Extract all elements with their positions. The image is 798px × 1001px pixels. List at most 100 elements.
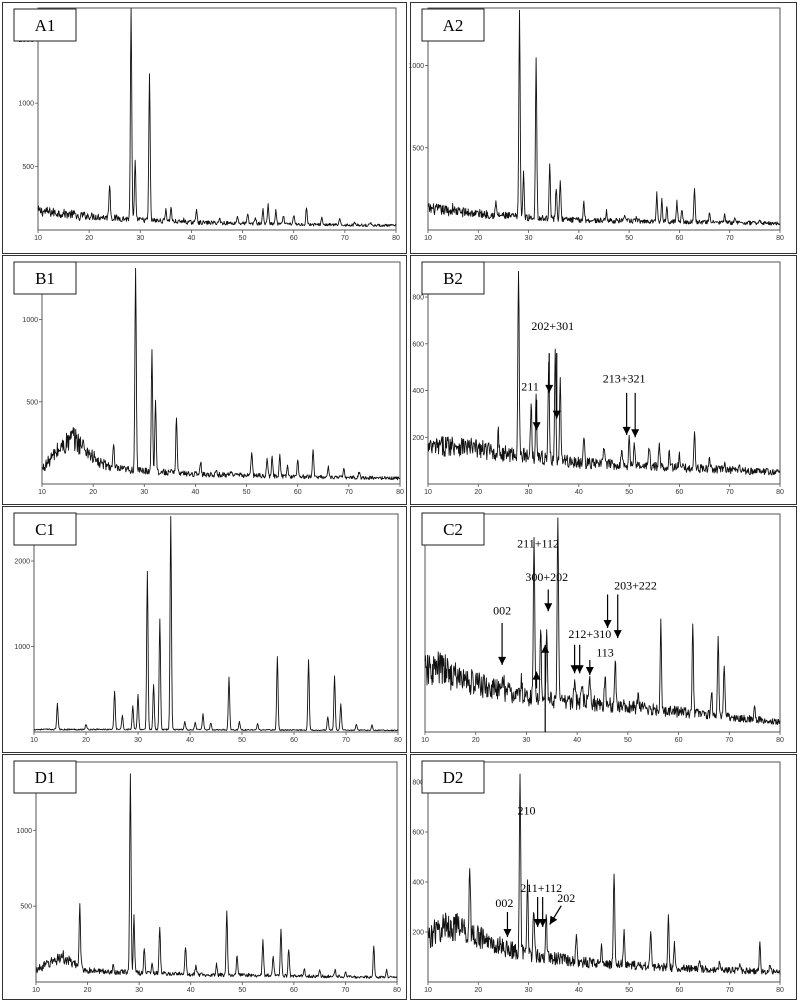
- plot-area: [427, 761, 781, 983]
- x-tick-label: 80: [776, 489, 784, 496]
- panel-b2: 10 20 30 40 50 60 70 80 200 400 600 800 202+301 211 21…: [410, 255, 797, 505]
- x-tick-label: 50: [243, 489, 251, 496]
- x-tick-label: 50: [238, 737, 246, 744]
- peak-arrow-head: [532, 671, 541, 680]
- x-tick-label: 70: [726, 987, 734, 994]
- peak-label: 202+301: [531, 319, 574, 333]
- plot-area: [37, 7, 397, 231]
- x-tick-label: 10: [424, 235, 432, 242]
- x-tick-label: 40: [575, 489, 583, 496]
- peak-label: 210: [518, 804, 536, 818]
- x-tick-label: 80: [396, 489, 404, 496]
- y-tick-label: 200: [412, 930, 424, 937]
- panel-c2: 10 20 30 40 50 60 70 80 211+112 300+202 002 203+222…: [410, 506, 797, 753]
- panel-label-box: [13, 8, 77, 42]
- x-tick-label: 60: [290, 737, 298, 744]
- x-tick-label: 60: [675, 737, 683, 744]
- panel-label: C2: [443, 520, 463, 539]
- x-tick-label: 60: [676, 987, 684, 994]
- panel-frame: [410, 255, 797, 505]
- x-tick-label: 30: [136, 235, 144, 242]
- series-line: [427, 270, 781, 476]
- peak-arrow-head: [503, 929, 512, 937]
- panel-label: A2: [443, 16, 464, 35]
- panel-frame: [2, 255, 407, 505]
- x-tick-label: 30: [523, 737, 531, 744]
- peak-label: 213+321: [603, 371, 646, 385]
- x-tick-label: 40: [573, 737, 581, 744]
- x-tick-label: 40: [192, 489, 200, 496]
- peak-arrow-head: [552, 410, 561, 419]
- x-tick-label: 30: [525, 987, 533, 994]
- panel-label: D2: [443, 768, 464, 787]
- series-line: [424, 517, 781, 725]
- panel-label-box: [421, 8, 485, 42]
- panel-label-box: [421, 760, 485, 794]
- x-tick-label: 30: [134, 737, 142, 744]
- x-tick-label: 60: [290, 987, 298, 994]
- x-tick-label: 80: [776, 987, 784, 994]
- x-tick-label: 60: [676, 235, 684, 242]
- x-tick-label: 10: [424, 489, 432, 496]
- x-tick-label: 10: [30, 737, 38, 744]
- panel-label: A1: [35, 16, 56, 35]
- peak-arrow-head: [538, 919, 547, 927]
- series-line: [33, 516, 399, 732]
- panel-d2: 10 20 30 40 50 60 70 80 200 400 600 800 210 211+112 00…: [410, 754, 797, 1000]
- y-tick-label: 500: [20, 904, 32, 911]
- x-tick-label: 20: [472, 737, 480, 744]
- panel-b1: 10 20 30 40 50 60 70 80 500 1000 B1: [2, 255, 407, 505]
- panel-label: D1: [35, 768, 56, 787]
- peak-arrow-head: [585, 666, 594, 675]
- x-tick-label: 80: [394, 737, 402, 744]
- peak-arrow-head: [532, 422, 541, 431]
- panel-frame: [2, 506, 407, 753]
- peak-arrow-head: [533, 919, 542, 927]
- x-tick-label: 10: [34, 235, 42, 242]
- panel-label-box: [13, 760, 77, 794]
- x-tick-label: 30: [140, 489, 148, 496]
- x-tick-label: 50: [625, 489, 633, 496]
- x-tick-label: 20: [474, 987, 482, 994]
- x-tick-label: 60: [294, 489, 302, 496]
- x-tick-label: 50: [625, 235, 633, 242]
- series-line: [427, 9, 781, 226]
- peak-label: 300+202: [525, 570, 568, 584]
- y-tick-label: 600: [412, 341, 424, 348]
- panel-label-box: [421, 512, 485, 546]
- x-tick-label: 70: [725, 737, 733, 744]
- y-tick-label: 400: [412, 388, 424, 395]
- x-tick-label: 20: [89, 489, 97, 496]
- y-tick-label: 400: [412, 880, 424, 887]
- x-tick-label: 80: [776, 235, 784, 242]
- plot-area: [33, 513, 399, 733]
- panel-frame: [410, 506, 797, 753]
- peak-arrow-head: [545, 384, 554, 393]
- peak-arrow-head: [541, 644, 550, 653]
- x-tick-label: 10: [38, 489, 46, 496]
- peak-arrow-head: [622, 426, 631, 435]
- panel-label-box: [421, 261, 485, 295]
- x-tick-label: 70: [341, 235, 349, 242]
- peak-label: 203+222: [614, 578, 657, 592]
- y-tick-label: 1000: [18, 101, 34, 108]
- series-line: [35, 773, 398, 979]
- series-line: [427, 773, 781, 975]
- y-tick-label: 600: [412, 830, 424, 837]
- x-tick-label: 30: [525, 235, 533, 242]
- x-tick-label: 80: [776, 737, 784, 744]
- panel-a2: 10 20 30 40 50 60 70 80 500 1000 A2: [408, 2, 797, 254]
- panel-label: C1: [35, 520, 55, 539]
- panel-frame: [410, 754, 797, 1000]
- y-tick-label: 800: [412, 295, 424, 302]
- peak-label: 113: [596, 646, 614, 660]
- panel-d1: 10 20 30 40 50 60 70 80 500 1000 D1: [2, 754, 407, 1000]
- plot-area: [41, 261, 401, 485]
- plot-area: [35, 761, 398, 983]
- x-tick-label: 40: [187, 987, 195, 994]
- peak-label: 002: [495, 896, 513, 910]
- x-tick-label: 30: [135, 987, 143, 994]
- y-tick-label: 500: [26, 399, 38, 406]
- peak-label: 211+112: [520, 881, 562, 895]
